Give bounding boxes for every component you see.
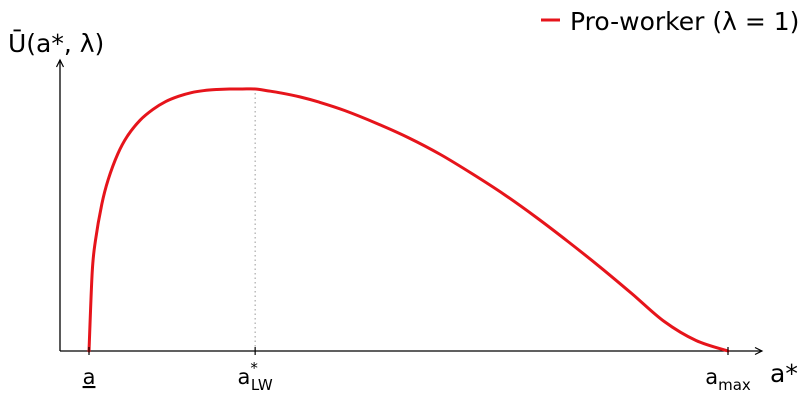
- y-axis-title: Ū(a*, λ): [8, 29, 104, 58]
- x-tick-label-1: a* LW: [238, 359, 273, 394]
- legend: Pro-worker (λ = 1): [541, 7, 799, 36]
- legend-label-pro-worker: Pro-worker (λ = 1): [570, 7, 799, 36]
- series-line-pro-worker: [87, 87, 730, 353]
- x-axis-title: a*: [770, 359, 798, 388]
- x-tick-label-2: amax: [705, 365, 751, 394]
- x-ticks: a a* LW amax: [83, 347, 751, 394]
- x-tick-label-0: a: [83, 365, 96, 389]
